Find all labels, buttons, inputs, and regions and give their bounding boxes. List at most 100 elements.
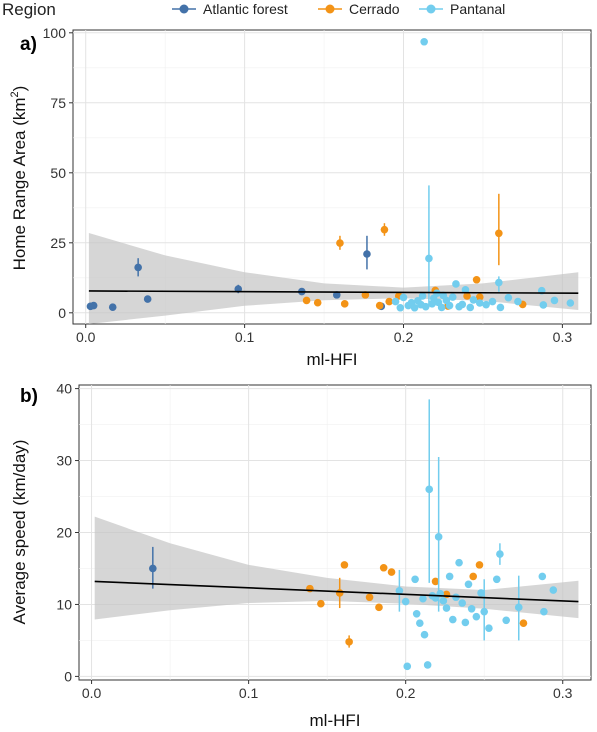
- data-point: [463, 292, 471, 300]
- x-tick-label: 0.3: [553, 685, 573, 701]
- data-point: [336, 239, 344, 247]
- data-point: [482, 300, 490, 309]
- panel-label: b): [20, 386, 38, 407]
- data-point: [416, 619, 424, 627]
- y-tick-label: 75: [50, 95, 66, 111]
- data-point: [442, 604, 451, 612]
- y-tick-label: 30: [56, 453, 72, 469]
- data-point: [496, 303, 505, 312]
- regression-line: [94, 580, 579, 603]
- legend-item-cerrado: Cerrado: [318, 1, 400, 17]
- grid: [73, 30, 591, 324]
- data-point: [385, 297, 394, 306]
- y-tick-label: 50: [50, 165, 66, 181]
- confidence-band-area: [88, 233, 579, 324]
- data-point: [448, 615, 457, 624]
- x-axis-title: ml-HFI: [307, 350, 358, 369]
- data-point: [538, 572, 547, 581]
- data-point: [496, 550, 504, 558]
- data-point: [461, 618, 470, 627]
- data-point: [431, 577, 440, 586]
- data-point: [472, 275, 481, 284]
- data-point: [464, 580, 473, 589]
- data-point: [458, 300, 467, 309]
- x-tick-label: 0.0: [82, 685, 102, 701]
- data-point: [437, 303, 446, 312]
- y-tick-label: 40: [56, 381, 72, 397]
- y-axis-title-main: Home Range Area (km: [10, 97, 29, 270]
- data-point: [365, 593, 374, 602]
- data-point: [477, 589, 485, 597]
- data-point: [539, 301, 548, 309]
- x-axis-title: ml-HFI: [310, 711, 361, 730]
- data-point: [340, 300, 349, 308]
- data-point: [514, 297, 522, 306]
- data-point: [495, 229, 503, 238]
- data-point: [108, 303, 117, 312]
- data-point: [379, 563, 388, 572]
- data-point: [395, 586, 404, 595]
- y-tick-label: 25: [50, 235, 66, 251]
- data-point: [418, 292, 427, 300]
- data-points: [86, 37, 579, 312]
- data-point: [504, 293, 513, 302]
- data-point: [143, 295, 152, 303]
- data-point: [149, 564, 157, 573]
- data-point: [375, 301, 384, 310]
- data-point: [480, 607, 489, 616]
- data-point: [566, 299, 575, 307]
- data-point: [420, 630, 429, 639]
- data-point: [495, 278, 503, 287]
- data-point: [519, 619, 528, 627]
- data-point: [363, 250, 371, 258]
- data-point: [540, 607, 548, 616]
- legend-label: Atlantic forest: [203, 1, 288, 17]
- data-point: [89, 301, 98, 310]
- data-point: [475, 561, 484, 569]
- y-tick-label: 100: [43, 25, 67, 41]
- legend-key-dot: [426, 4, 436, 14]
- y-tick-label: 0: [64, 668, 72, 684]
- data-point: [425, 254, 433, 263]
- data-point: [448, 293, 457, 301]
- x-tick-label: 0.2: [394, 329, 414, 345]
- data-point: [466, 303, 475, 312]
- data-point: [439, 597, 448, 605]
- data-point: [391, 297, 400, 306]
- data-point: [313, 298, 322, 307]
- data-point: [514, 603, 523, 612]
- y-axis-title-superscript: 2: [9, 91, 21, 97]
- legend: Region Atlantic forest Cerrado Pantanal: [2, 0, 505, 19]
- data-point: [452, 280, 460, 288]
- data-point: [475, 299, 484, 307]
- confidence-band: [88, 233, 579, 324]
- y-axis-title: Average speed (km/day): [10, 440, 29, 625]
- x-tick-label: 0.1: [239, 685, 259, 701]
- panel-label: a): [20, 34, 37, 55]
- data-point: [434, 533, 443, 541]
- data-point: [380, 225, 389, 234]
- data-point: [472, 612, 481, 621]
- data-point: [345, 638, 353, 646]
- legend-item-atlantic-forest: Atlantic forest: [172, 1, 288, 17]
- y-tick-label: 10: [56, 596, 72, 612]
- data-points: [94, 399, 579, 671]
- panel-b-average-speed: 0.0 0.1 0.2 0.3 0 10 20 30 40 b) ml-HFI Average …: [10, 381, 592, 730]
- panel-a-home-range: 0.0 0.1 0.2 0.3 0 25 50 75 100 a) ml-HFI Home Ra…: [9, 25, 592, 369]
- x-tick-label: 0.2: [396, 685, 416, 701]
- legend-label: Pantanal: [450, 1, 505, 17]
- data-point: [445, 301, 454, 310]
- data-point: [340, 561, 349, 569]
- data-point: [410, 303, 419, 312]
- data-point: [423, 661, 432, 669]
- data-point: [399, 293, 408, 302]
- x-tick-label: 0.3: [553, 329, 573, 345]
- data-point: [445, 572, 454, 581]
- data-point: [375, 603, 383, 612]
- x-tick-label: 0.1: [235, 329, 255, 345]
- y-tick-label: 20: [56, 525, 72, 541]
- data-point: [412, 610, 421, 618]
- axis-ticks: 0.0 0.1 0.2 0.3 0 25 50 75 100: [43, 25, 573, 345]
- data-point: [401, 597, 410, 606]
